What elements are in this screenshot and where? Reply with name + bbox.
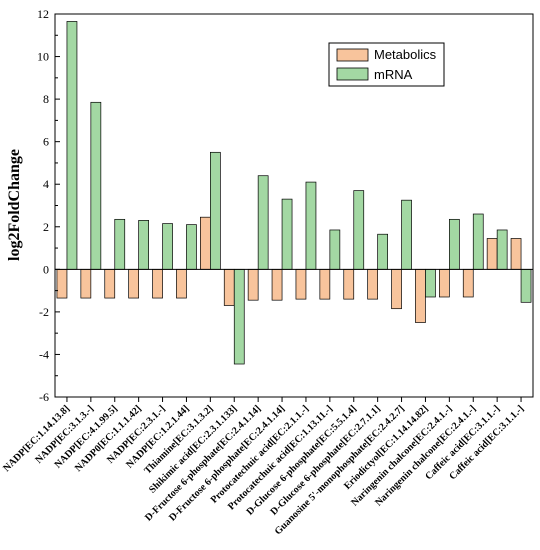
bar-metabolics-16 [439,268,450,298]
y-tick-label: -4 [39,347,49,361]
bar-metabolics-12 [343,268,355,300]
plot-area-frame [54,13,534,398]
y-tick-label: 8 [43,92,49,106]
bar-mrna-0 [66,21,78,270]
bar-mrna-4 [162,223,173,270]
bar-mrna-9 [281,198,293,270]
y-axis: -6 -4 -2 0 2 4 6 8 10 12 [37,7,60,404]
bar-mrna-3 [138,220,149,270]
legend-label-metabolics: Metabolics [374,47,437,62]
bar-metabolics-17 [462,268,474,298]
bar-metabolics-15 [415,268,426,323]
bar-mrna-16 [449,218,460,270]
bar-metabolics-11 [319,268,331,300]
bar-mrna-5 [186,224,197,270]
bar-metabolics-3 [128,268,139,299]
bar-metabolics-14 [391,268,402,310]
bar-mrna-8 [257,175,269,270]
y-tick-label: -6 [39,390,49,404]
bars-layer [56,21,532,365]
y-tick-label: 0 [43,262,49,276]
legend: Metabolics mRNA [328,42,445,87]
bar-mrna-19 [520,268,532,303]
bar-mrna-11 [329,229,341,270]
bar-metabolics-1 [80,268,92,299]
bar-mrna-1 [90,101,102,270]
bar-metabolics-10 [295,268,307,300]
bar-metabolics-18 [486,238,498,270]
bar-metabolics-6 [200,216,211,270]
legend-swatch-mrna [336,67,369,81]
y-tick-label: 4 [43,177,49,191]
y-tick-label: 10 [37,50,49,64]
bar-mrna-10 [305,181,317,270]
bar-metabolics-4 [152,268,163,299]
legend-label-mrna: mRNA [374,67,413,82]
bar-mrna-2 [114,218,126,270]
bar-mrna-6 [210,151,221,270]
bar-metabolics-7 [223,268,235,306]
y-tick-label: 12 [37,7,49,21]
y-tick-label: 6 [43,135,49,149]
bar-mrna-17 [472,213,484,270]
bar-mrna-14 [401,199,412,270]
bar-metabolics-19 [510,238,522,270]
y-tick-label: -2 [39,305,49,319]
x-axis: NADP[EC:1.14.13.8]NADP[EC:3.1.3.-]NADP[E… [1,397,526,537]
bar-metabolics-0 [56,268,68,299]
legend-swatch-metabolics [336,48,369,62]
bar-mrna-12 [353,190,365,270]
bar-mrna-15 [425,268,436,298]
bar-mrna-18 [496,229,508,270]
bar-mrna-13 [377,233,388,270]
y-axis-title: log2FoldChange [6,149,23,261]
bar-mrna-7 [233,268,245,365]
y-tick-label: 2 [43,220,49,234]
bar-metabolics-2 [104,268,116,299]
bar-metabolics-13 [367,268,378,300]
bar-metabolics-8 [247,268,259,301]
bar-metabolics-9 [271,268,283,301]
bar-metabolics-5 [176,268,187,299]
